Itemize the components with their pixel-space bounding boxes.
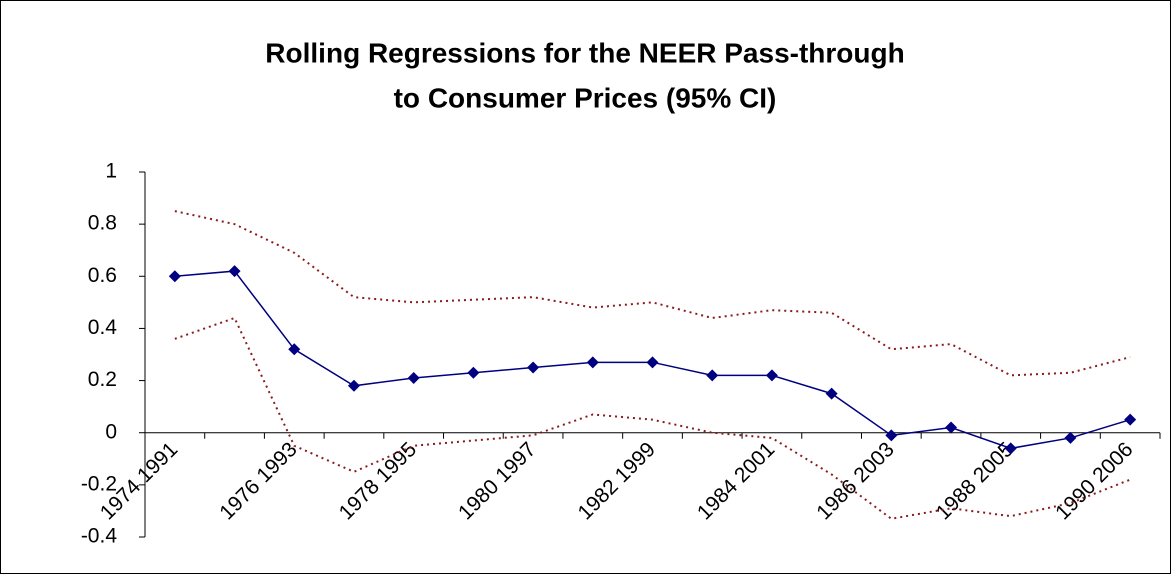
data-point — [228, 265, 241, 278]
y-tick-label: -0.2 — [81, 472, 117, 495]
data-point — [168, 270, 181, 283]
y-tick-label: 1 — [105, 160, 117, 183]
data-point — [467, 366, 480, 379]
data-point — [407, 371, 420, 384]
data-point — [527, 361, 540, 374]
y-tick-label: 0 — [105, 420, 117, 443]
y-tick-label: -0.4 — [81, 525, 118, 548]
data-point — [1124, 413, 1137, 426]
data-point — [706, 369, 719, 382]
chart-title: to Consumer Prices (95% CI) — [394, 82, 777, 113]
series-line — [174, 210, 1131, 377]
y-tick-label: 0.4 — [88, 316, 118, 339]
series-line — [174, 316, 1131, 520]
chart-title: Rolling Regressions for the NEER Pass-th… — [265, 37, 904, 68]
y-tick-label: 0.2 — [88, 368, 117, 391]
data-point — [1004, 442, 1017, 455]
data-point — [945, 421, 958, 434]
data-point — [885, 429, 898, 442]
data-point — [347, 379, 360, 392]
data-point — [646, 356, 659, 369]
y-tick-label: 0.8 — [88, 212, 117, 235]
data-point — [765, 369, 778, 382]
data-point — [586, 356, 599, 369]
data-point — [288, 343, 301, 356]
data-point — [825, 387, 838, 400]
data-point — [1064, 431, 1077, 444]
y-tick-label: 0.6 — [88, 264, 117, 287]
